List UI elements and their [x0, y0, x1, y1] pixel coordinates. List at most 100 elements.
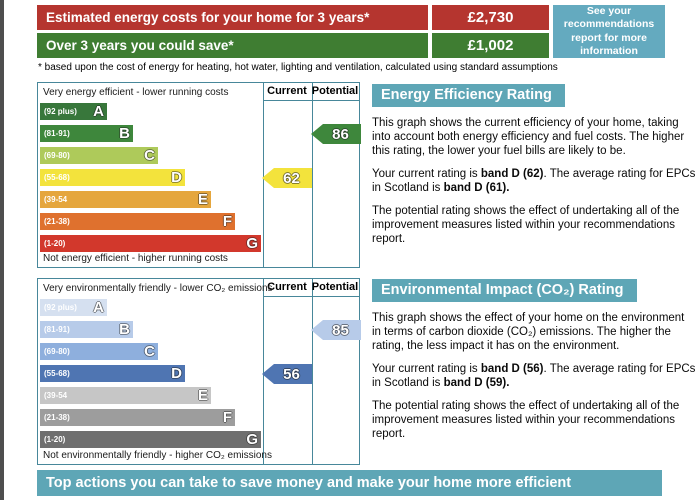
column-headers: Current Potential [263, 279, 359, 297]
band-letter: G [246, 235, 258, 252]
environmental-impact-panel: Environmental Impact (CO₂) Rating This g… [372, 279, 696, 441]
band-letter: F [222, 409, 232, 426]
co2-average-rating-value: band D (59). [443, 377, 510, 389]
band-bar: (81-91) B [40, 125, 133, 142]
current-column-divider [263, 279, 264, 464]
save-row-label: Over 3 years you could save* [37, 33, 428, 58]
band-row-c: (69-80) C [40, 343, 261, 365]
current-rating-value: 62 [283, 169, 300, 187]
band-row-c: (69-80) C [40, 147, 261, 169]
current-rating-value: 56 [283, 365, 300, 383]
recommendations-note: See your recommendations report for more… [553, 5, 665, 58]
band-range-label: (92 plus) [44, 107, 77, 116]
band-bar: (21-38) F [40, 213, 235, 230]
band-range-label: (1-20) [44, 239, 66, 248]
top-actions-banner: Top actions you can take to save money a… [37, 470, 662, 496]
left-edge [0, 0, 4, 500]
eer-description: This graph shows the current efficiency … [372, 117, 685, 157]
band-range-label: (81-91) [44, 325, 70, 334]
chart-bottom-label: Not environmentally friendly - higher CO… [43, 450, 272, 461]
band-letter: C [144, 343, 155, 360]
band-bar: (92 plus) A [40, 299, 107, 316]
band-bar: (39-54 E [40, 387, 211, 404]
band-letter: E [197, 387, 208, 404]
energy-efficiency-chart: Current Potential Very energy efficient … [37, 82, 361, 268]
eer-potential-text: The potential rating shows the effect of… [372, 205, 680, 245]
band-range-label: (55-68) [44, 369, 70, 378]
band-range-label: (81-91) [44, 129, 70, 138]
cost-row-value: £2,730 [432, 5, 549, 30]
co2-description: This graph shows the effect of your home… [372, 312, 685, 352]
potential-rating-value: 86 [332, 125, 349, 143]
band-bar: (39-54 E [40, 191, 211, 208]
band-bar: (81-91) B [40, 321, 133, 338]
band-row-b: (81-91) B [40, 125, 261, 147]
band-row-g: (1-20) G [40, 235, 261, 257]
eer-panel-title: Energy Efficiency Rating [372, 84, 565, 107]
eer-average-rating-value: band D (61). [443, 182, 510, 194]
potential-column-divider [312, 279, 313, 464]
band-letter: E [197, 191, 208, 208]
band-letter: G [246, 431, 258, 448]
current-rating-arrow: 62 [262, 168, 312, 188]
band-row-a: (92 plus) A [40, 103, 261, 125]
band-bar: (92 plus) A [40, 103, 107, 120]
band-letter: B [119, 125, 130, 142]
band-bar: (69-80) C [40, 343, 158, 360]
band-range-label: (1-20) [44, 435, 66, 444]
band-range-label: (39-54 [44, 391, 68, 400]
band-range-label: (69-80) [44, 151, 70, 160]
band-row-d: (55-68) D [40, 365, 261, 387]
eer-current-rating-value: band D (62) [480, 168, 544, 180]
bands: (92 plus) A (81-91) B (69-80) C (55-68) D (39-54… [40, 299, 261, 453]
co2-current-rating-text: Your current rating is band D (56). The … [372, 363, 696, 389]
band-letter: D [171, 365, 182, 382]
band-letter: C [144, 147, 155, 164]
band-letter: A [93, 299, 104, 316]
band-range-label: (21-38) [44, 413, 70, 422]
assumptions-footnote: * based upon the cost of energy for heat… [38, 62, 558, 73]
band-range-label: (55-68) [44, 173, 70, 182]
band-bar: (21-38) F [40, 409, 235, 426]
band-row-e: (39-54 E [40, 387, 261, 409]
potential-rating-arrow: 86 [311, 124, 361, 144]
band-row-f: (21-38) F [40, 213, 261, 235]
environmental-impact-chart: Current Potential Very environmentally f… [37, 278, 361, 465]
band-letter: F [222, 213, 232, 230]
band-bar: (69-80) C [40, 147, 158, 164]
potential-column-divider [312, 83, 313, 267]
potential-column-header: Potential [311, 85, 359, 97]
cost-row-label: Estimated energy costs for your home for… [37, 5, 428, 30]
potential-rating-arrow: 85 [311, 320, 361, 340]
current-column-header: Current [267, 281, 307, 293]
bands: (92 plus) A (81-91) B (69-80) C (55-68) D (39-54… [40, 103, 261, 257]
band-letter: A [93, 103, 104, 120]
save-row-value: £1,002 [432, 33, 549, 58]
co2-potential-text: The potential rating shows the effect of… [372, 400, 680, 440]
chart-top-label: Very energy efficient - lower running co… [43, 87, 229, 98]
chart-bottom-label: Not energy efficient - higher running co… [43, 253, 228, 264]
chart-top-label: Very environmentally friendly - lower CO… [43, 283, 273, 294]
band-row-g: (1-20) G [40, 431, 261, 453]
band-bar: (55-68) D [40, 365, 185, 382]
band-range-label: (39-54 [44, 195, 68, 204]
co2-panel-title: Environmental Impact (CO₂) Rating [372, 279, 637, 302]
band-range-label: (69-80) [44, 347, 70, 356]
potential-rating-value: 85 [332, 321, 349, 339]
co2-current-rating-value: band D (56) [480, 363, 544, 375]
band-bar: (1-20) G [40, 235, 261, 252]
band-row-a: (92 plus) A [40, 299, 261, 321]
energy-efficiency-panel: Energy Efficiency Rating This graph show… [372, 84, 696, 246]
current-column-divider [263, 83, 264, 267]
band-row-f: (21-38) F [40, 409, 261, 431]
eer-current-rating-text: Your current rating is band D (62). The … [372, 168, 696, 194]
band-range-label: (21-38) [44, 217, 70, 226]
band-row-b: (81-91) B [40, 321, 261, 343]
current-column-header: Current [267, 85, 307, 97]
column-headers: Current Potential [263, 83, 359, 101]
band-row-e: (39-54 E [40, 191, 261, 213]
current-rating-arrow: 56 [262, 364, 312, 384]
band-letter: B [119, 321, 130, 338]
band-range-label: (92 plus) [44, 303, 77, 312]
band-letter: D [171, 169, 182, 186]
